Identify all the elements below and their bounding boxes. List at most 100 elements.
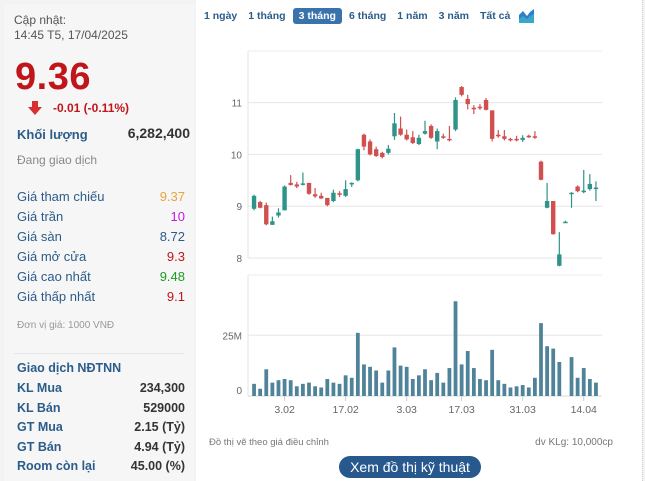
volume-bar [447, 368, 452, 396]
volume-bar [362, 364, 366, 396]
area-chart-icon[interactable] [519, 9, 535, 23]
x-tick-label: 17.02 [332, 404, 358, 416]
volume-bar [276, 380, 281, 396]
volume-bar [325, 378, 330, 396]
candle [282, 186, 287, 211]
volume-bar [569, 357, 574, 396]
candle [380, 152, 385, 157]
x-tick-label: 3.02 [274, 404, 295, 416]
volume-bar [429, 380, 433, 396]
price-stat-row: Giá tham chiếu 9.37 [17, 189, 185, 209]
volume-bar [380, 382, 385, 396]
candle [398, 128, 403, 135]
volume-bar [386, 370, 391, 396]
candle [404, 134, 409, 140]
foreign-stat-row: GT Bán 4.94 (Tỷ) [17, 440, 185, 458]
y-tick-label: 25M [223, 331, 242, 342]
tab-1-năm[interactable]: 1 năm [397, 10, 428, 22]
price-stat-row: Giá thấp nhất 9.1 [17, 289, 185, 309]
candle [557, 254, 562, 266]
update-time: 14:45 T5, 17/04/2025 [14, 28, 128, 42]
volume-bar [484, 380, 488, 396]
candle [496, 134, 501, 137]
x-tick-label: 14.04 [571, 404, 597, 416]
candle [392, 123, 397, 137]
candle [593, 187, 599, 190]
candle [435, 131, 440, 142]
price-stat-row: Giá mở cửa 9.3 [17, 249, 185, 269]
volume-bar [355, 332, 360, 396]
current-price: 9.36 [15, 56, 91, 98]
tab-3-năm[interactable]: 3 năm [438, 10, 470, 22]
candle [544, 201, 550, 208]
candle [447, 138, 452, 141]
volume-bar [301, 383, 305, 396]
price-stat-value: 9.3 [166, 249, 185, 264]
volume-bar [587, 378, 592, 396]
candle [587, 183, 593, 190]
volume-bar [331, 382, 336, 396]
view-technical-chart-button[interactable]: Xem đồ thị kỹ thuật [339, 456, 481, 478]
price-change: -0.01 (-0.11%) [53, 101, 130, 115]
foreign-stat-value: 2.15 (Tỷ) [134, 420, 185, 434]
volume-bar [581, 368, 586, 396]
x-tick-label: 17.03 [448, 404, 474, 416]
candle [325, 197, 330, 206]
candle [312, 194, 318, 197]
volume-bar [294, 386, 299, 396]
candle [373, 149, 379, 156]
candle [508, 138, 513, 141]
arrow-down-icon [28, 101, 42, 115]
candle [453, 100, 458, 130]
price-stat-value: 9.1 [166, 289, 185, 304]
price-unit-note: Đơn vị giá: 1000 VNĐ [17, 320, 115, 331]
volume-bar [465, 351, 470, 396]
volume-bar [368, 366, 372, 396]
candle [264, 205, 269, 225]
volume-bar [423, 369, 427, 396]
candle [538, 161, 544, 180]
foreign-stat-row: KL Mua 234,300 [17, 381, 185, 399]
tab-6-tháng[interactable]: 6 tháng [348, 10, 387, 22]
candle [410, 137, 415, 144]
price-stat-label: Giá thấp nhất [17, 289, 96, 304]
foreign-stat-value: 45.00 (%) [130, 459, 185, 473]
volume-bar [508, 387, 513, 396]
candle [575, 186, 580, 192]
y-tick-label: 9 [236, 202, 242, 213]
candle [257, 202, 263, 208]
volume-bar [307, 382, 311, 396]
candle [251, 195, 257, 209]
candle [526, 135, 531, 138]
candle [288, 182, 293, 185]
volume-bar [435, 372, 440, 396]
candle [300, 183, 306, 185]
volume-bar [404, 366, 409, 396]
candle [349, 182, 354, 185]
candle [489, 110, 495, 139]
price-stat-value: 10 [170, 209, 185, 224]
candle [331, 192, 336, 202]
volume-value: 6,282,400 [127, 125, 190, 141]
price-candlestick-chart: 8 9 10 11 [231, 50, 602, 267]
volume-bar [258, 388, 263, 396]
y-tick-label: 11 [232, 99, 243, 110]
foreign-trading-title: Giao dịch NĐTNN [17, 361, 122, 375]
volume-bar [392, 347, 397, 396]
candle [337, 193, 342, 195]
tab-tất-cả[interactable]: Tất cả [480, 10, 511, 22]
volume-bar [514, 386, 519, 396]
chart-panel [196, 0, 642, 481]
tab-3-tháng[interactable]: 3 tháng [292, 8, 342, 24]
price-stat-label: Giá mở cửa [17, 249, 87, 264]
y-tick-label: 8 [236, 254, 242, 265]
foreign-stat-label: Room còn lại [17, 459, 96, 473]
adjusted-price-note: Đồ thị vẽ theo giá điều chỉnh [209, 437, 329, 448]
volume-bar [490, 349, 495, 396]
candle [532, 136, 538, 138]
tab-1-tháng[interactable]: 1 tháng [248, 10, 286, 22]
volume-bar [551, 348, 556, 396]
tab-1-ngày[interactable]: 1 ngày [204, 10, 238, 22]
candle [551, 201, 556, 235]
